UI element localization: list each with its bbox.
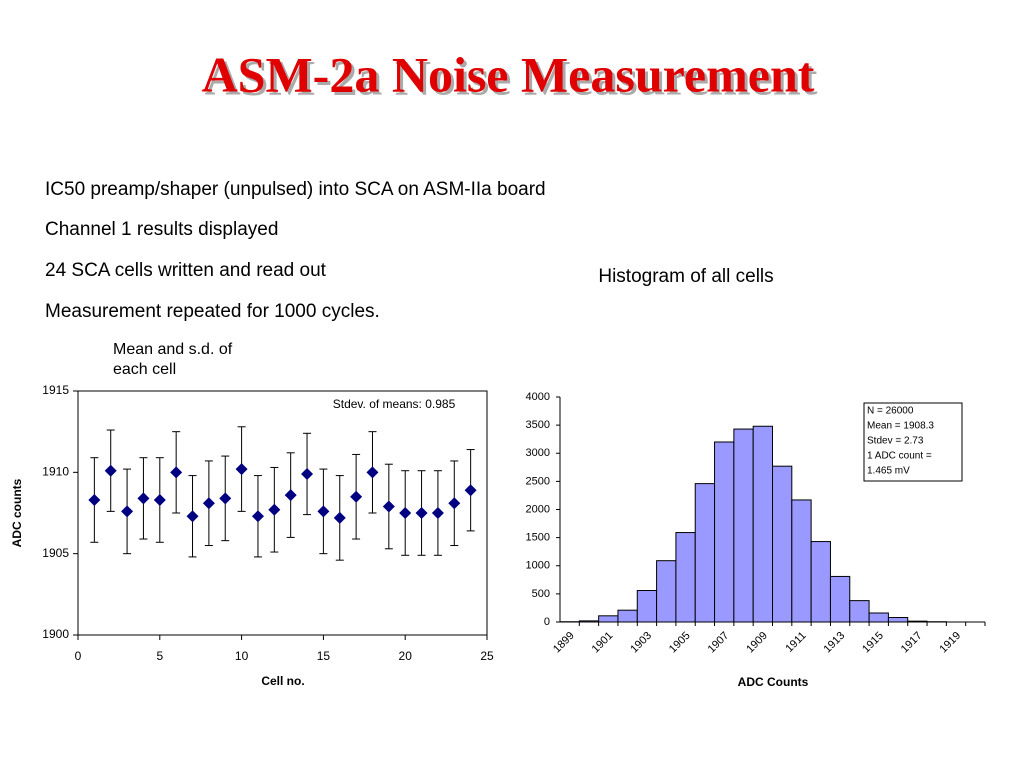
bar (714, 441, 735, 623)
bar (694, 483, 716, 623)
title-shadow: ASM-2a Noise Measurement (205, 49, 818, 105)
y-tick-label: 0 (544, 616, 550, 628)
point (415, 507, 428, 519)
bar (636, 590, 658, 623)
point (137, 492, 150, 505)
annotation: Stdev. of means: 0.985 (333, 397, 456, 411)
bar (675, 532, 696, 623)
y-tick-label: 4000 (526, 391, 550, 403)
slide-title: ASM-2a Noise Measurement (202, 46, 815, 102)
x-tick-label: 5 (156, 649, 163, 663)
bullet: IC50 preamp/shaper (unpulsed) into SCA o… (45, 179, 546, 200)
annotation: Mean and s.d. of each cell (113, 341, 233, 378)
x-tick-label: 20 (399, 649, 413, 663)
y-tick-label: 2000 (526, 503, 550, 515)
point (448, 497, 461, 510)
y-tick-label: 500 (532, 588, 550, 600)
y-tick-label: 1910 (42, 465, 69, 479)
point (350, 490, 363, 503)
bullet: Channel 1 results displayed (45, 219, 278, 240)
x-tick-label: 15 (317, 649, 331, 663)
x-tick-label: 1899 (551, 630, 577, 656)
stats-box (863, 402, 963, 482)
point (268, 503, 281, 516)
x-tick-label: 1909 (744, 630, 770, 656)
x-tick-label: 1905 (667, 630, 693, 656)
bullet: 24 SCA cells written and read out (45, 260, 327, 281)
bar (887, 617, 909, 623)
x-tick-label: 1903 (628, 630, 654, 656)
stats-text: 1 ADC count = (867, 451, 932, 462)
x-tick-label: 1913 (821, 630, 847, 656)
point (153, 493, 166, 506)
bar (656, 560, 677, 623)
y-tick-label: 1915 (42, 383, 69, 397)
point (333, 511, 346, 524)
x-tick-label: 1915 (860, 630, 886, 656)
x-tick-label: 0 (75, 649, 82, 663)
point (284, 489, 297, 502)
y-tick-label: 1000 (526, 560, 550, 572)
bar (578, 620, 600, 623)
bar (791, 499, 812, 623)
point (464, 484, 477, 497)
bar (868, 612, 889, 623)
x-axis-label: ADC Counts (738, 675, 809, 689)
stats-text: N = 26000 (867, 406, 914, 417)
point (399, 507, 412, 519)
point (235, 463, 248, 476)
y-tick-label: 1900 (42, 627, 69, 641)
x-tick-label: 1907 (706, 630, 732, 656)
x-tick-label: 1917 (899, 630, 925, 656)
stats-text: Mean = 1908.3 (867, 421, 934, 432)
point (431, 507, 444, 519)
point (186, 510, 199, 523)
bar (733, 428, 754, 623)
point (170, 466, 183, 479)
y-tick-label: 2500 (526, 475, 550, 487)
x-tick-label: 1911 (783, 630, 808, 655)
x-tick-label: 1901 (590, 630, 616, 656)
point (251, 510, 264, 523)
point (219, 492, 232, 505)
point (121, 505, 134, 518)
y-tick-label: 3500 (526, 419, 550, 431)
x-tick-label: 25 (480, 649, 494, 663)
point (382, 500, 395, 513)
point (202, 497, 215, 510)
y-tick-label: 1500 (526, 532, 550, 544)
y-axis-label: ADC counts (10, 478, 24, 547)
bar (907, 620, 928, 623)
bar (617, 609, 638, 623)
x-tick-label: 1919 (937, 630, 963, 656)
x-tick-label: 10 (235, 649, 249, 663)
point (366, 466, 379, 479)
point (317, 505, 330, 518)
stats-text: Stdev = 2.73 (867, 436, 924, 447)
chart-title: Histogram of all cells (598, 266, 773, 287)
plot-frame (77, 390, 488, 636)
bullet: Measurement repeated for 1000 cycles. (45, 301, 380, 322)
bar (810, 541, 831, 623)
bar (772, 465, 793, 623)
x-axis-label: Cell no. (261, 674, 304, 688)
bar (829, 575, 851, 623)
y-tick-label: 1905 (42, 546, 69, 560)
bar (598, 615, 619, 623)
point (301, 467, 314, 480)
point (88, 493, 101, 506)
bar (752, 425, 774, 623)
point (104, 464, 117, 477)
bar (849, 600, 870, 623)
stats-text: 1.465 mV (867, 466, 910, 477)
y-tick-label: 3000 (526, 447, 550, 459)
